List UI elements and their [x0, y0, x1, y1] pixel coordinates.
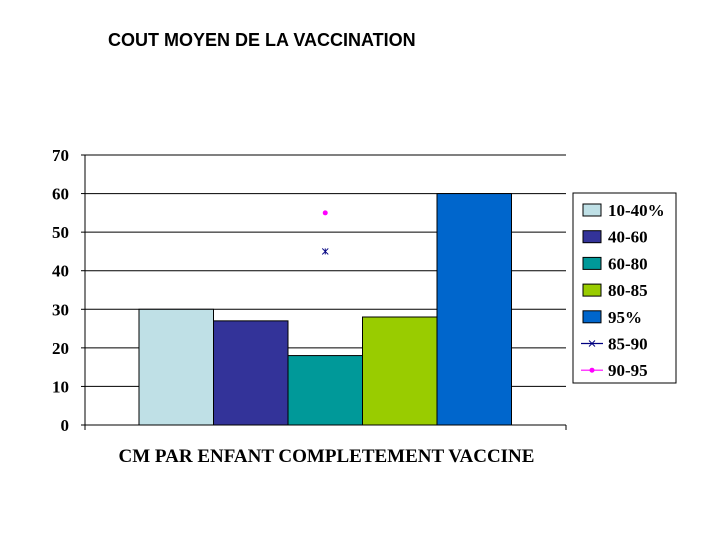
legend-swatch	[582, 310, 602, 324]
y-tick-label: 0	[61, 416, 70, 435]
bar-80-85	[362, 316, 438, 426]
point-90-95	[322, 210, 328, 216]
bars	[138, 193, 512, 426]
x-axis-label: CM PAR ENFANT COMPLETEMENT VACCINE	[119, 446, 535, 467]
point-85-90	[321, 248, 329, 255]
y-tick-label: 30	[52, 300, 69, 319]
legend: 10-40% 40-60 60-80 80-85 95% 85-90 90-95	[572, 192, 677, 384]
legend-item: 60-80	[582, 254, 648, 273]
legend-label: 90-95	[608, 361, 648, 380]
points	[321, 210, 329, 255]
legend-item: 85-90	[581, 335, 648, 354]
y-tick-label: 50	[52, 223, 69, 242]
legend-item: 10-40%	[582, 201, 665, 220]
legend-label: 80-85	[608, 281, 648, 300]
bar-40-60	[213, 320, 289, 426]
y-tick-label: 10	[52, 377, 69, 396]
legend-swatch	[582, 283, 602, 297]
legend-item: 95%	[582, 308, 642, 327]
bar-60-80	[287, 355, 363, 426]
legend-label: 10-40%	[608, 201, 665, 220]
legend-swatch	[582, 256, 602, 270]
bar-95	[436, 193, 512, 426]
y-tick-label: 40	[52, 262, 69, 281]
legend-label: 85-90	[608, 335, 648, 354]
legend-label: 95%	[608, 308, 642, 327]
legend-swatch	[582, 230, 602, 244]
bar-10-40	[138, 308, 214, 426]
legend-swatch	[582, 203, 602, 217]
legend-item: 80-85	[582, 281, 648, 300]
legend-label: 60-80	[608, 254, 648, 273]
legend-item: 90-95	[581, 361, 648, 380]
legend-item: 40-60	[582, 228, 648, 247]
chart-title: COUT MOYEN DE LA VACCINATION	[108, 30, 416, 50]
y-tick-label: 60	[52, 185, 69, 204]
y-tick-label: 20	[52, 339, 69, 358]
legend-label: 40-60	[608, 228, 648, 247]
y-tick-labels: 0 10 20 30 40 50 60 70	[52, 146, 69, 435]
y-tick-label: 70	[52, 146, 69, 165]
